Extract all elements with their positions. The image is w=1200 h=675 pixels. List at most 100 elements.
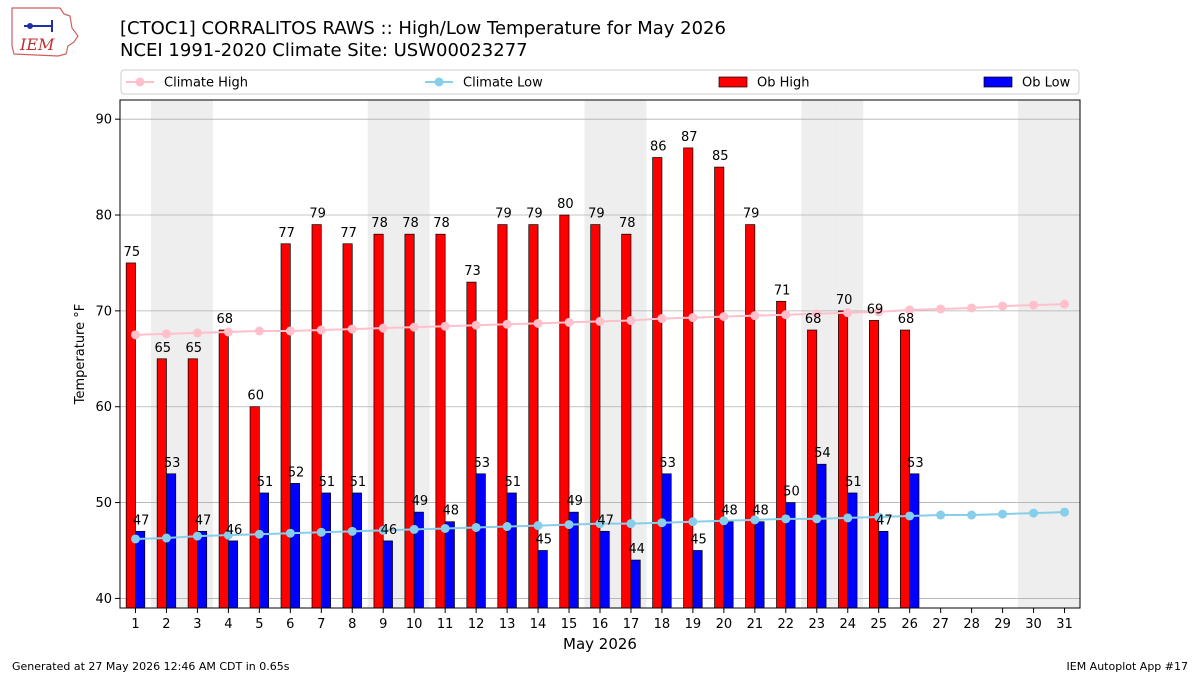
legend-climate-high-marker (135, 77, 145, 87)
ob-low-label: 53 (164, 456, 181, 471)
ob-low-label: 51 (350, 475, 367, 490)
ob-high-bar (683, 147, 694, 609)
ob-high-label: 79 (495, 207, 512, 222)
ob-low-bar (816, 463, 827, 609)
ob-high-bar (125, 262, 136, 609)
x-tick-label: 17 (623, 617, 640, 632)
ob-high-bar (807, 329, 818, 609)
climate-low-point (843, 513, 853, 523)
ob-low-bar (135, 530, 146, 609)
climate-low-point (347, 526, 357, 536)
x-tick-label: 30 (1025, 617, 1042, 632)
ob-high-bar (745, 224, 756, 609)
ob-low-bar (537, 550, 548, 609)
ob-high-bar (187, 358, 198, 609)
weekend-shade-9 (367, 100, 399, 608)
ob-high-label: 68 (216, 312, 233, 327)
climate-high-point (905, 305, 915, 315)
ob-high-label: 78 (433, 216, 450, 231)
ob-high-label: 68 (805, 312, 822, 327)
ob-low-label: 47 (195, 513, 212, 528)
x-tick-label: 3 (193, 617, 201, 632)
ob-low-label: 53 (659, 456, 676, 471)
weekend-shade-16 (584, 100, 616, 608)
climate-low-point (192, 531, 202, 541)
ob-high-bar (218, 329, 229, 609)
climate-low-point (502, 522, 512, 532)
ob-low-label: 47 (597, 513, 614, 528)
climate-high-point (533, 318, 543, 328)
climate-low-point (1060, 507, 1070, 517)
climate-high-point (254, 326, 264, 336)
climate-low-point (161, 533, 171, 543)
x-tick-label: 8 (348, 617, 356, 632)
ob-high-bar (590, 224, 601, 609)
x-tick-label: 4 (224, 617, 232, 632)
x-tick-label: 1 (131, 617, 139, 632)
y-tick-label: 80 (95, 209, 112, 224)
ob-low-label: 45 (690, 532, 707, 547)
weekend-shade-3 (181, 100, 213, 608)
ob-low-bar (475, 473, 486, 609)
ob-high-label: 80 (557, 197, 574, 212)
x-tick-label: 20 (716, 617, 733, 632)
ob-low-label: 52 (288, 465, 305, 480)
ob-high-label: 79 (309, 207, 326, 222)
climate-low-point (657, 518, 667, 528)
ob-low-bar (506, 492, 517, 609)
ob-high-label: 77 (340, 226, 357, 241)
ob-low-bar (878, 530, 889, 609)
ob-high-label: 78 (371, 216, 388, 231)
ob-low-label: 48 (752, 504, 769, 519)
ob-high-bar (869, 320, 880, 609)
climate-low-point (316, 527, 326, 537)
x-tick-label: 14 (530, 617, 547, 632)
legend-climate-high-label: Climate High (164, 76, 248, 91)
y-tick-label: 50 (95, 496, 112, 511)
ob-high-label: 78 (619, 216, 636, 231)
ob-low-label: 44 (628, 542, 645, 557)
x-tick-label: 28 (963, 617, 980, 632)
climate-high-point (1029, 300, 1039, 310)
ob-high-bar (311, 224, 322, 609)
legend-ob-low-label: Ob Low (1022, 76, 1071, 91)
x-tick-label: 21 (747, 617, 764, 632)
ob-low-bar (320, 492, 331, 609)
ob-high-bar (900, 329, 911, 609)
weekend-shade-30 (1018, 100, 1050, 608)
legend-box (120, 69, 1080, 95)
ob-low-label: 51 (504, 475, 521, 490)
ob-low-bar (568, 511, 579, 609)
climate-high-point (626, 315, 636, 325)
y-tick-label: 60 (95, 400, 112, 415)
climate-low-point (130, 534, 140, 544)
climate-high-point (409, 322, 419, 332)
climate-high-point (285, 326, 295, 336)
climate-low-point (998, 509, 1008, 519)
ob-low-label: 54 (814, 446, 831, 461)
ob-low-bar (289, 483, 300, 609)
ob-high-bar (714, 166, 725, 609)
ob-high-bar (497, 224, 508, 609)
climate-high-point (688, 313, 698, 323)
generated-note: Generated at 27 May 2026 12:46 AM CDT in… (12, 660, 290, 673)
climate-high-point (843, 308, 853, 318)
ob-high-bar (559, 214, 570, 609)
legend: Climate High Climate Low Ob High Ob Low (120, 69, 1080, 95)
ob-high-label: 78 (402, 216, 419, 231)
ob-low-label: 53 (907, 456, 924, 471)
ob-low-bar (692, 550, 703, 609)
climate-low-point (967, 510, 977, 520)
weekend-shade-10 (398, 100, 430, 608)
climate-low-point (874, 512, 884, 522)
x-tick-label: 13 (499, 617, 516, 632)
ob-low-label: 51 (319, 475, 336, 490)
ob-low-bar (599, 530, 610, 609)
climate-high-point (936, 304, 946, 314)
climate-low-point (285, 528, 295, 538)
ob-low-bar (847, 492, 858, 609)
ob-low-label: 46 (226, 523, 243, 538)
legend-climate-low-marker (434, 77, 444, 87)
y-tick-label: 90 (95, 113, 112, 128)
